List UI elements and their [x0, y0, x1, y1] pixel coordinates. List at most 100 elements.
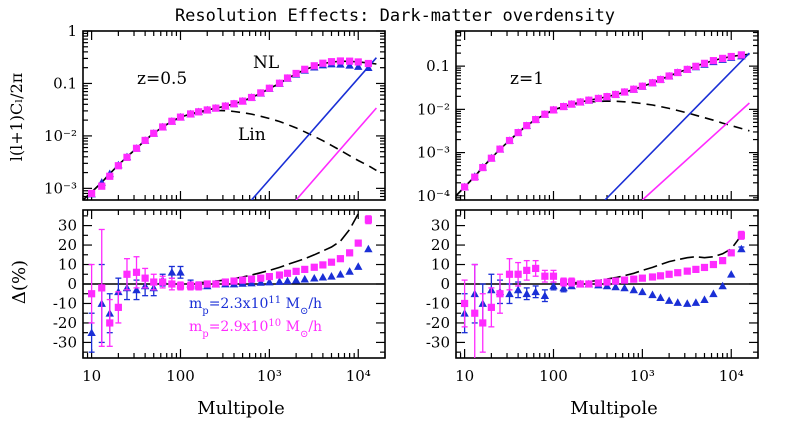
y-tick-label: 0	[440, 275, 450, 293]
data-point-square	[719, 257, 727, 265]
y-tick-label: -20	[426, 314, 450, 332]
data-point-square	[176, 113, 185, 121]
data-point-square	[265, 84, 273, 92]
data-point-square	[212, 104, 220, 112]
series-blue-line	[250, 57, 378, 200]
data-point-triangle	[364, 244, 373, 253]
curve-label-lin: Lin	[238, 125, 266, 145]
data-point-square	[523, 266, 531, 274]
data-point-square	[568, 100, 576, 108]
data-point-square	[549, 272, 558, 280]
data-point-square	[301, 65, 309, 73]
data-point-square	[514, 270, 522, 278]
data-point-square	[132, 144, 141, 152]
data-point-square	[141, 136, 149, 145]
y-tick-label: 10⁻²	[417, 100, 450, 118]
markers-blue-tri	[87, 59, 373, 198]
data-point-triangle	[700, 295, 709, 303]
data-point-square	[727, 249, 735, 257]
data-point-square	[132, 268, 141, 276]
data-point-square	[560, 278, 568, 286]
data-point-triangle	[167, 268, 177, 276]
plot-area	[87, 213, 373, 353]
series-nl	[456, 53, 750, 197]
data-point-triangle	[620, 283, 629, 292]
curve-label-nl: NL	[253, 53, 279, 73]
series-nl	[83, 60, 377, 200]
data-point-square	[532, 115, 540, 124]
data-point-triangle	[354, 262, 363, 270]
y-tick-label: 10⁻²	[44, 127, 77, 145]
data-point-square	[630, 85, 638, 93]
data-point-square	[727, 52, 735, 61]
data-point-triangle	[629, 285, 638, 294]
data-point-square	[568, 278, 576, 286]
y-tick-label: 0	[67, 275, 77, 293]
redshift-label: z=1	[510, 69, 544, 89]
data-point-triangle	[737, 244, 746, 253]
data-point-square	[479, 319, 487, 327]
data-point-square	[700, 263, 709, 272]
data-point-triangle	[265, 277, 274, 286]
data-point-triangle	[283, 276, 292, 285]
data-point-square	[471, 309, 479, 317]
data-point-square	[648, 273, 657, 281]
data-point-square	[176, 282, 185, 290]
y-tick-label: 30	[431, 217, 450, 235]
data-point-square	[719, 54, 727, 63]
legend-entry: mp=2.9x1010 M⊙/h	[189, 318, 322, 340]
markers-magenta-sq	[88, 215, 372, 347]
data-point-square	[187, 282, 195, 290]
data-point-square	[487, 154, 495, 162]
data-point-square	[346, 249, 354, 257]
x-axis	[82, 31, 386, 200]
data-point-square	[187, 110, 195, 118]
data-point-square	[656, 272, 665, 280]
data-point-triangle	[336, 270, 345, 278]
y-tick-label: 20	[431, 236, 450, 254]
x-tick-label: 10⁴	[346, 367, 371, 385]
data-point-square	[319, 59, 327, 67]
data-point-square	[88, 189, 96, 198]
data-point-square	[364, 216, 372, 224]
data-point-square	[700, 59, 709, 67]
data-point-triangle	[691, 298, 701, 306]
x-tick-label: 10³	[630, 367, 655, 385]
data-point-square	[283, 74, 292, 82]
data-point-square	[98, 182, 106, 190]
markers-blue-tri	[460, 51, 746, 191]
data-point-square	[692, 62, 700, 70]
data-point-triangle	[718, 281, 727, 290]
plot-area	[460, 230, 746, 358]
data-point-triangle	[275, 277, 284, 285]
data-point-triangle	[176, 268, 185, 276]
data-point-square	[319, 261, 327, 269]
data-point-square	[106, 172, 114, 180]
data-point-square	[638, 274, 646, 282]
x-axis	[455, 31, 759, 200]
data-point-triangle	[256, 278, 265, 286]
data-point-square	[265, 273, 273, 281]
data-point-square	[665, 270, 673, 278]
data-point-square	[656, 75, 665, 84]
y-tick-label: 10⁻³	[417, 144, 450, 162]
data-point-square	[327, 58, 336, 66]
data-point-triangle	[559, 283, 568, 292]
data-point-triangle	[709, 289, 718, 298]
y-tick-label: -20	[53, 314, 77, 332]
data-point-triangle	[549, 281, 558, 290]
data-point-square	[221, 278, 229, 286]
data-point-square	[549, 106, 558, 114]
data-point-square	[221, 102, 229, 110]
panel-top-left-z-0.5: 10⁻³ 10⁻² 0.1 1 z=0.5 NL Lin	[44, 22, 386, 201]
data-point-square	[327, 258, 336, 266]
data-point-triangle	[318, 272, 328, 281]
data-point-square	[159, 123, 167, 131]
plot-frame	[82, 30, 386, 201]
xlabel-right: Multipole	[570, 398, 658, 419]
data-point-square	[354, 58, 362, 66]
data-point-square	[541, 110, 549, 118]
